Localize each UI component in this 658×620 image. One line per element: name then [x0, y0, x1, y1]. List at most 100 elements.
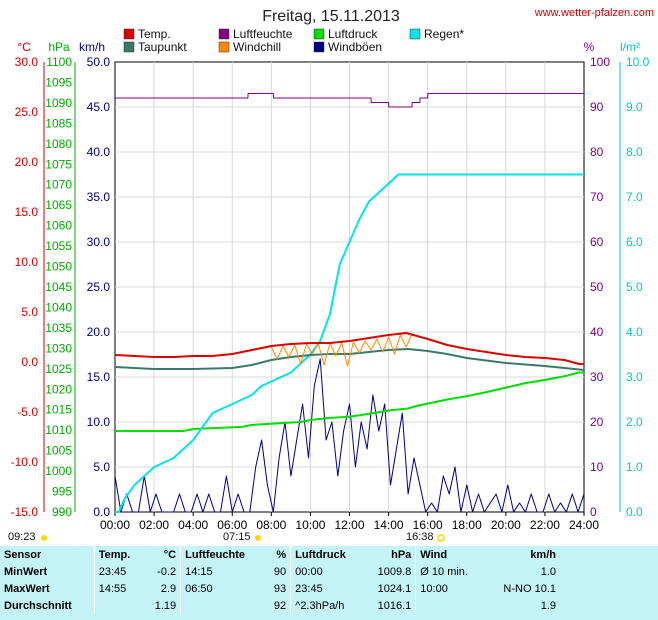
series-line-regen: [115, 173, 584, 513]
weather-chart: Freitag, 15.11.2013 www.wetter-pfalzen.c…: [8, 7, 654, 543]
humidity-axis-unit: %: [584, 40, 595, 54]
series-line-windb-en: [114, 358, 585, 513]
sunset-time: 16:38: [406, 531, 434, 543]
table-row: Durchschnitt 1.19 92 ^2.3hPa/h 1016.1 1.…: [0, 597, 560, 614]
cell: 23:45: [93, 563, 144, 580]
rain-tick-label: 1.0: [626, 460, 643, 474]
cell: 1.0: [540, 565, 556, 578]
cell: [415, 597, 486, 614]
pressure-tick-label: 1010: [45, 423, 72, 437]
cell: N-NO 10.1: [503, 582, 556, 595]
pressure-tick-label: 995: [52, 485, 72, 499]
humidity-tick-label: 30: [590, 370, 604, 384]
pressure-tick-label: 1100: [46, 55, 72, 69]
pressure-tick-label: 1025: [45, 362, 72, 376]
temp-axis-unit: °C: [17, 40, 31, 54]
rain-tick-label: 3.0: [626, 370, 643, 384]
legend-swatch: [218, 41, 230, 53]
wind-tick-label: 30.0: [87, 235, 111, 249]
series-line-windchill: [270, 333, 413, 367]
legend-label: Windböen: [328, 40, 382, 54]
sunrise-time: 07:15: [223, 531, 251, 543]
pressure-tick-label: 990: [52, 505, 72, 519]
pressure-tick-label: 1095: [45, 75, 72, 89]
temp-tick-label: 0.0: [21, 355, 38, 369]
rain-tick-label: 8.0: [626, 145, 643, 159]
table-header-row: Sensor Temp. °C Luftfeuchte % Luftdruck …: [0, 546, 560, 563]
wind-tick-label: 35.0: [87, 190, 111, 204]
header-wind: Wind: [415, 546, 486, 563]
wind-tick-label: 45.0: [87, 100, 111, 114]
humidity-tick-label: 80: [590, 145, 604, 159]
row-label: Durchschnitt: [4, 599, 72, 612]
time-axis-ticks: 00:00 02:00 04:00 06:00 08:00 10:00 12:00 14:00…: [100, 512, 599, 532]
rain-tick-label: 0.0: [626, 505, 643, 519]
time-tick-label: 00:00: [100, 518, 130, 532]
pressure-tick-label: 1070: [45, 178, 72, 192]
row-label: MinWert: [4, 565, 48, 578]
sunset-icon: [437, 534, 445, 542]
temp-tick-label: 15.0: [15, 205, 39, 219]
temp-tick-label: -5.0: [17, 405, 38, 419]
cell: 14:55: [93, 580, 144, 597]
cell: 1009.8: [377, 565, 412, 578]
cell: 1024.1: [377, 582, 412, 595]
pressure-tick-label: 1035: [45, 321, 72, 335]
rain-tick-label: 7.0: [626, 190, 643, 204]
temp-tick-label: 20.0: [15, 155, 39, 169]
time-tick-label: 24:00: [569, 518, 599, 532]
pressure-tick-label: 1005: [45, 444, 72, 458]
pressure-tick-label: 1015: [45, 403, 72, 417]
wind-tick-label: 40.0: [87, 145, 111, 159]
sun-icon: [41, 535, 47, 541]
time-tick-label: 20:00: [491, 518, 521, 532]
cell: 93: [273, 582, 287, 595]
cell: 1.9: [540, 599, 556, 612]
humidity-tick-label: 50: [590, 280, 604, 294]
wind-tick-label: 50.0: [87, 55, 111, 69]
right-axis-ticks: 0 10 20 30 40 50 60 70 80 90 100 0.0 1.0 2.0 3.0 4.0 5.0…: [590, 55, 650, 519]
cell: 90: [273, 565, 287, 578]
wind-tick-label: 5.0: [93, 460, 110, 474]
pressure-axis-unit: hPa: [48, 40, 70, 54]
stats-table: Sensor Temp. °C Luftfeuchte % Luftdruck …: [0, 546, 658, 620]
cell: 92: [273, 599, 287, 612]
pressure-tick-label: 1085: [45, 116, 72, 130]
wind-tick-label: 25.0: [87, 280, 111, 294]
legend-swatch: [218, 28, 230, 40]
time-tick-label: 06:00: [217, 518, 247, 532]
time-tick-label: 08:00: [256, 518, 286, 532]
series-line-luftdruck: [115, 371, 584, 432]
pressure-tick-label: 1030: [45, 341, 72, 355]
humidity-tick-label: 90: [590, 100, 604, 114]
cell: [180, 597, 266, 614]
header-pressure: Luftdruck: [290, 546, 364, 563]
rain-axis-unit: l/m²: [620, 40, 640, 54]
pressure-tick-label: 1075: [45, 157, 72, 171]
pressure-tick-label: 1060: [45, 219, 72, 233]
legend-swatch: [123, 41, 135, 53]
rain-tick-label: 10.0: [626, 55, 650, 69]
wind-tick-label: 0.0: [93, 505, 110, 519]
humidity-tick-label: 40: [590, 325, 604, 339]
header-temp: Temp.: [93, 546, 144, 563]
legend-swatch: [313, 28, 325, 40]
legend-label: Regen*: [424, 27, 464, 41]
legend-swatch: [123, 28, 135, 40]
pressure-tick-label: 1000: [45, 464, 72, 478]
legend-label: Taupunkt: [138, 40, 187, 54]
wind-tick-label: 10.0: [87, 415, 111, 429]
site-url[interactable]: www.wetter-pfalzen.com: [534, 7, 654, 19]
rain-tick-label: 5.0: [626, 280, 643, 294]
table-row: MaxWert 14:55 2.9 06:50 93 23:45 1024.1 …: [0, 580, 560, 597]
time-tick-label: 22:00: [530, 518, 560, 532]
wind-tick-label: 15.0: [87, 370, 111, 384]
pressure-tick-label: 1080: [45, 137, 72, 151]
humidity-tick-label: 20: [590, 415, 604, 429]
time-tick-label: 02:00: [139, 518, 169, 532]
time-tick-label: 12:00: [334, 518, 364, 532]
header-pressure-unit: hPa: [391, 548, 412, 561]
time-tick-label: 14:00: [374, 518, 404, 532]
cell: 00:00: [290, 563, 364, 580]
cell: 2.9: [160, 582, 177, 595]
